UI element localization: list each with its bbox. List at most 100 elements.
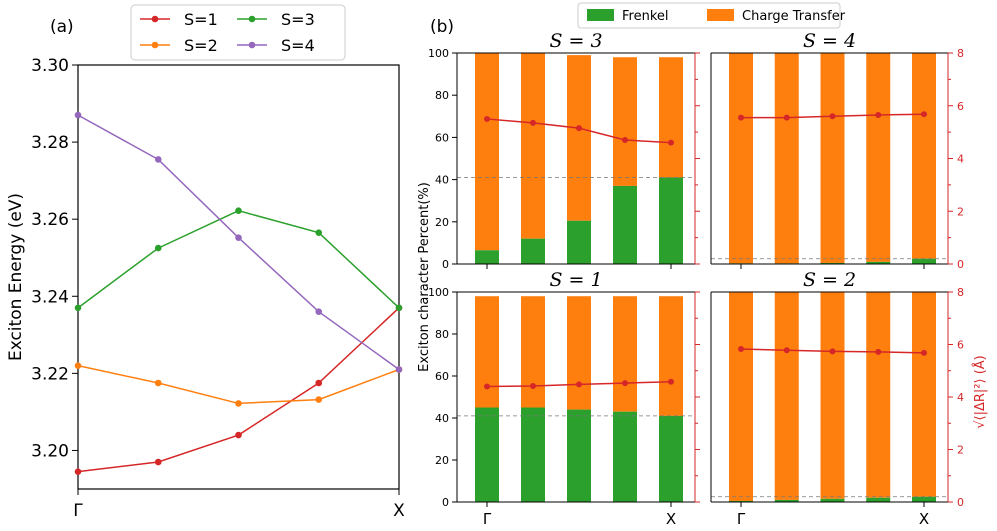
a-point-S=4 <box>154 156 162 163</box>
b-subplot: 0 2 4 6 8 S = 4 <box>710 30 964 271</box>
a-xtick-x: X <box>393 501 405 521</box>
b-bar-ct <box>521 296 545 408</box>
a-legend-marker <box>151 41 159 49</box>
b-xtick-gamma-left: Γ <box>483 510 492 528</box>
b-bar-frenkel <box>659 415 683 502</box>
b-y2tick-label: 6 <box>957 100 964 113</box>
b-ylabel2: √⟨|ΔR|²⟩ (Å) <box>972 355 988 429</box>
b-subplot-title: S = 2 <box>803 269 856 291</box>
b-subplot-title: S = 4 <box>803 30 856 52</box>
panel-b-label: (b) <box>430 17 454 37</box>
a-ytick-label: 3.30 <box>31 56 69 76</box>
a-point-S=3 <box>74 304 82 312</box>
b-radius-point <box>530 119 536 126</box>
b-bar-ct <box>820 292 845 499</box>
b-legend-frenkel-label: Frenkel <box>622 9 669 24</box>
b-subplot-title: S = 3 <box>549 30 602 52</box>
a-ytick-label: 3.24 <box>31 287 69 307</box>
a-point-S=2 <box>235 400 242 407</box>
b-bar-frenkel <box>774 499 799 502</box>
b-y2tick-label: 2 <box>957 205 964 218</box>
b-bar-ct <box>866 292 891 498</box>
b-radius-point <box>484 383 490 390</box>
b-radius-point <box>783 114 790 121</box>
b-ytick-label: 20 <box>435 454 449 467</box>
panel-a-frame <box>77 64 400 490</box>
b-radius-point <box>829 348 836 355</box>
a-point-S=2 <box>154 379 162 387</box>
b-ytick-label: 40 <box>435 412 449 425</box>
b-y2tick-label: 0 <box>957 258 964 271</box>
b-ytick-label: 100 <box>428 286 449 299</box>
a-ytick-label: 3.26 <box>31 210 69 230</box>
b-subplot-title: S = 1 <box>549 269 602 291</box>
b-bar-ct <box>659 296 683 416</box>
b-bar-frenkel <box>613 411 637 502</box>
a-point-S=4 <box>315 308 323 315</box>
b-radius-point <box>921 111 927 118</box>
b-bar-ct <box>567 296 591 410</box>
a-point-S=2 <box>315 396 323 403</box>
b-bar-frenkel <box>912 258 936 264</box>
b-subplot: 0 20 40 60 80 100 S = 1 <box>428 269 700 509</box>
b-ytick-label: 100 <box>428 47 449 60</box>
a-xtick-gamma: Γ <box>73 501 83 521</box>
b-bar-frenkel <box>521 407 545 502</box>
b-y2tick-label: 2 <box>957 444 964 457</box>
b-radius-point <box>921 349 927 356</box>
b-bar-ct <box>521 53 545 239</box>
a-series-line-S=2 <box>77 364 400 405</box>
b-radius-point <box>530 382 536 389</box>
b-bar-ct <box>729 292 753 501</box>
b-bar-ct <box>912 292 936 497</box>
b-radius-point <box>829 113 836 120</box>
b-bar-ct <box>659 57 683 178</box>
a-legend-marker <box>248 41 256 49</box>
b-radius-point <box>668 378 674 385</box>
b-bar-frenkel <box>613 185 637 264</box>
b-bar-ct <box>613 296 637 412</box>
a-legend-label: S=1 <box>184 10 218 29</box>
b-bar-frenkel <box>567 409 591 502</box>
b-bar-ct <box>475 296 499 408</box>
b-bar-frenkel <box>475 407 499 502</box>
a-series-line-S=4 <box>77 114 400 371</box>
b-y2tick-label: 6 <box>957 339 964 352</box>
b-bar-frenkel <box>866 261 891 264</box>
a-ytick-label: 3.22 <box>31 364 69 384</box>
b-bar-ct <box>774 292 799 500</box>
b-bar-ct <box>567 55 591 221</box>
panel-a-label: (a) <box>50 17 74 37</box>
a-legend-label: S=4 <box>281 36 315 55</box>
b-bar-frenkel <box>729 500 753 502</box>
b-ytick-label: 40 <box>435 174 449 187</box>
b-legend-ct-swatch <box>707 9 734 21</box>
b-bar-frenkel <box>866 497 891 502</box>
b-bar-frenkel <box>567 220 591 264</box>
b-y2tick-label: 0 <box>957 496 964 509</box>
a-legend-label: S=3 <box>281 10 315 29</box>
b-radius-point <box>738 345 744 352</box>
b-ytick-label: 80 <box>435 89 449 102</box>
a-legend-box <box>130 4 346 61</box>
b-bar-ct <box>613 57 637 186</box>
b-radius-point <box>622 380 628 387</box>
a-point-S=1 <box>235 431 242 439</box>
a-point-S=3 <box>395 304 403 312</box>
b-radius-point <box>875 348 882 355</box>
b-ylabel: Exciton character Percent(%) <box>417 182 432 372</box>
a-point-S=4 <box>235 234 242 241</box>
b-y2tick-label: 4 <box>957 153 964 166</box>
b-y2tick-label: 4 <box>957 391 964 404</box>
a-ytick-label: 3.28 <box>31 133 69 153</box>
a-point-S=2 <box>74 362 82 369</box>
b-xtick-gamma-right: Γ <box>737 510 746 528</box>
a-series-line-S=1 <box>77 307 400 473</box>
a-ytick-label: 3.20 <box>31 441 69 461</box>
b-ytick-label: 80 <box>435 328 449 341</box>
b-bar-frenkel <box>820 262 845 264</box>
b-ytick-label: 20 <box>435 216 449 229</box>
b-ytick-label: 0 <box>442 496 449 509</box>
b-bar-ct <box>729 53 753 264</box>
